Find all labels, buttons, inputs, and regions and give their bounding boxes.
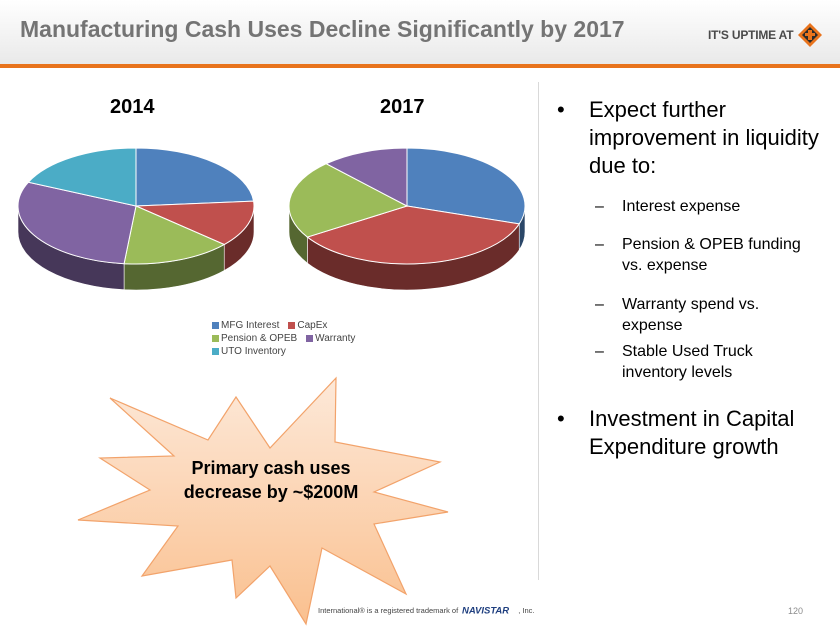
sub-bullet-text: Stable Used Truck inventory levels [622, 343, 753, 381]
page-title: Manufacturing Cash Uses Decline Signific… [20, 16, 625, 42]
pie-slice-2014-pension-opeb [123, 205, 226, 265]
footer-text: International® is a registered trademark… [318, 605, 459, 615]
navistar-logo-text: NAVISTAR [462, 606, 509, 616]
chart-title-2017: 2017 [380, 96, 425, 118]
footer-text-end: , Inc. [518, 605, 535, 615]
legend-item-warranty: Warranty [306, 332, 355, 345]
chart-legend: MFG Interest CapEx Pension & OPEB Warran… [212, 319, 364, 358]
pie-slice-2017-capex [306, 205, 521, 265]
legend-swatch [212, 348, 219, 355]
header-accent-rule [0, 64, 840, 68]
dash-marker: – [595, 343, 604, 360]
bullet-marker: • [557, 97, 565, 122]
bullet-text: Expect further improvement in liquidity … [589, 97, 819, 178]
legend-swatch [306, 335, 314, 342]
pie-2014 [17, 147, 255, 291]
pie-2017 [288, 147, 526, 291]
callout-text: Primary cash uses decrease by ~$200M [183, 458, 359, 502]
legend-item-uto-inventory: UTO Inventory [212, 345, 286, 358]
sub-bullet-text: Warranty spend vs. expense [622, 296, 760, 334]
sub-bullet-text: Interest expense [622, 198, 741, 215]
pie-slice-2017-pension-opeb [288, 163, 409, 238]
legend-swatch [212, 335, 219, 342]
navistar-logo: NAVISTAR [462, 606, 509, 616]
bullet-marker: • [557, 406, 565, 431]
chart-title-2014: 2014 [110, 96, 155, 118]
pie-slice-2014-mfg-interest [135, 147, 255, 207]
brand-text: IT'S UPTIME AT [708, 28, 794, 42]
pie-slice-2017-warranty [325, 147, 408, 207]
legend-item-mfg-interest: MFG Interest [212, 319, 279, 332]
legend-item-pension-opeb: Pension & OPEB [212, 332, 297, 345]
dash-marker: – [595, 236, 604, 253]
brand-lockup: IT'S UPTIME AT [708, 22, 823, 48]
pie-slice-2014-capex [135, 200, 255, 246]
international-diamond-logo-icon [798, 23, 823, 47]
bullet-text: Investment in Capital Expenditure growth [589, 406, 795, 459]
pie-slice-2014-uto-inventory [27, 147, 137, 207]
legend-swatch [212, 322, 219, 329]
pie-slice-2017-mfg-interest [406, 147, 526, 225]
dash-marker: – [595, 198, 604, 215]
legend-item-capex: CapEx [288, 319, 327, 332]
column-divider [538, 82, 539, 580]
page-number: 120 [788, 606, 804, 616]
legend-swatch [288, 322, 296, 329]
footer-trademark: International® is a registered trademark… [318, 605, 535, 616]
pie-slice-2014-warranty [17, 181, 137, 265]
sub-bullet-text: Pension & OPEB funding vs. expense [622, 236, 801, 274]
header-bar: Manufacturing Cash Uses Decline Signific… [0, 0, 840, 64]
starburst-shape [77, 376, 449, 626]
dash-marker: – [595, 296, 604, 313]
